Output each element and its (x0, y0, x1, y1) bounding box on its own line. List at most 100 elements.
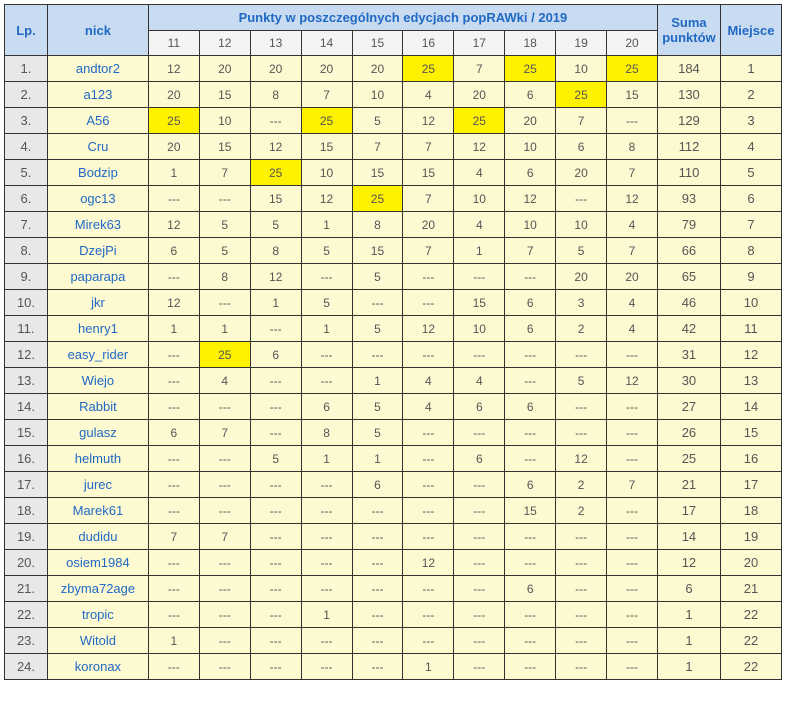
cell-points: 20 (352, 56, 403, 82)
table-row: 11.henry111---1512106244211 (5, 316, 782, 342)
cell-points: 12 (454, 134, 505, 160)
header-lp: Lp. (5, 5, 48, 56)
cell-points: --- (556, 602, 607, 628)
cell-place: 15 (720, 420, 781, 446)
cell-points: 4 (454, 212, 505, 238)
cell-points: 5 (352, 108, 403, 134)
cell-points: --- (301, 264, 352, 290)
cell-points: 8 (250, 82, 301, 108)
cell-lp: 17. (5, 472, 48, 498)
cell-points: 10 (352, 82, 403, 108)
header-edition-11: 11 (148, 31, 199, 56)
cell-points: --- (505, 550, 556, 576)
cell-points: 1 (403, 654, 454, 680)
cell-points: 1 (301, 602, 352, 628)
cell-points: 2 (556, 472, 607, 498)
cell-points: --- (352, 602, 403, 628)
cell-points: 8 (301, 420, 352, 446)
table-row: 19.dudidu77------------------------1419 (5, 524, 782, 550)
table-row: 17.jurec------------6------6272117 (5, 472, 782, 498)
cell-points: 5 (352, 264, 403, 290)
cell-points: 25 (199, 342, 250, 368)
cell-nick: koronax (47, 654, 148, 680)
cell-points: 6 (556, 134, 607, 160)
cell-sum: 130 (657, 82, 720, 108)
cell-points: 6 (505, 472, 556, 498)
table-row: 9.paparapa---812---5---------2020659 (5, 264, 782, 290)
cell-points: 10 (556, 56, 607, 82)
cell-sum: 129 (657, 108, 720, 134)
cell-points: 10 (199, 108, 250, 134)
table-row: 3.A562510---2551225207---1293 (5, 108, 782, 134)
cell-points: 25 (250, 160, 301, 186)
cell-sum: 30 (657, 368, 720, 394)
cell-place: 7 (720, 212, 781, 238)
cell-points: 20 (607, 264, 658, 290)
cell-points: --- (199, 290, 250, 316)
cell-lp: 13. (5, 368, 48, 394)
cell-points: 6 (250, 342, 301, 368)
cell-points: 6 (505, 290, 556, 316)
cell-points: 5 (250, 212, 301, 238)
table-row: 10.jkr12---15------156344610 (5, 290, 782, 316)
cell-points: 5 (199, 238, 250, 264)
cell-points: --- (148, 576, 199, 602)
cell-points: --- (454, 524, 505, 550)
cell-place: 18 (720, 498, 781, 524)
cell-points: --- (403, 264, 454, 290)
cell-points: --- (454, 498, 505, 524)
cell-sum: 21 (657, 472, 720, 498)
table-row: 8.DzejPi65851571757668 (5, 238, 782, 264)
cell-points: --- (250, 368, 301, 394)
cell-points: 4 (607, 290, 658, 316)
cell-lp: 24. (5, 654, 48, 680)
cell-points: --- (403, 472, 454, 498)
cell-points: 1 (148, 628, 199, 654)
cell-points: --- (505, 264, 556, 290)
cell-place: 13 (720, 368, 781, 394)
cell-points: 20 (556, 160, 607, 186)
cell-lp: 14. (5, 394, 48, 420)
table-row: 22.tropic---------1------------------122 (5, 602, 782, 628)
cell-nick: Bodzip (47, 160, 148, 186)
cell-points: --- (199, 602, 250, 628)
cell-points: 10 (505, 134, 556, 160)
cell-points: 12 (148, 212, 199, 238)
cell-points: 10 (454, 316, 505, 342)
cell-points: 4 (403, 368, 454, 394)
cell-points: --- (352, 550, 403, 576)
cell-points: 1 (148, 160, 199, 186)
cell-lp: 9. (5, 264, 48, 290)
cell-nick: jkr (47, 290, 148, 316)
cell-points: 4 (403, 394, 454, 420)
cell-points: 10 (301, 160, 352, 186)
cell-points: 8 (607, 134, 658, 160)
cell-points: --- (199, 472, 250, 498)
cell-points: 7 (301, 82, 352, 108)
cell-points: --- (607, 108, 658, 134)
cell-points: --- (250, 498, 301, 524)
cell-place: 6 (720, 186, 781, 212)
cell-points: 12 (505, 186, 556, 212)
cell-points: 20 (505, 108, 556, 134)
cell-lp: 2. (5, 82, 48, 108)
cell-points: 7 (199, 420, 250, 446)
table-row: 21.zbyma72age---------------------6-----… (5, 576, 782, 602)
cell-points: --- (607, 550, 658, 576)
table-row: 1.andtor212202020202572510251841 (5, 56, 782, 82)
cell-points: 10 (505, 212, 556, 238)
header-edition-18: 18 (505, 31, 556, 56)
cell-points: --- (454, 576, 505, 602)
cell-points: 2 (556, 498, 607, 524)
cell-points: --- (403, 420, 454, 446)
cell-sum: 66 (657, 238, 720, 264)
cell-points: --- (148, 342, 199, 368)
cell-nick: Cru (47, 134, 148, 160)
cell-place: 8 (720, 238, 781, 264)
cell-points: --- (148, 446, 199, 472)
cell-lp: 5. (5, 160, 48, 186)
cell-points: --- (352, 576, 403, 602)
cell-lp: 20. (5, 550, 48, 576)
cell-nick: A56 (47, 108, 148, 134)
cell-points: 5 (352, 316, 403, 342)
